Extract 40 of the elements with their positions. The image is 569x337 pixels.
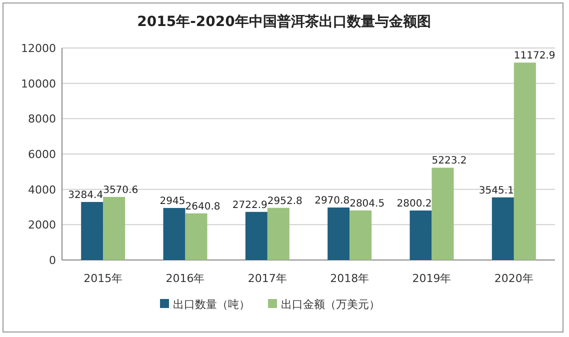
data-label: 2804.5 [350,198,385,210]
data-label: 2800.2 [396,198,432,210]
data-label: 2970.8 [314,196,350,207]
bar [350,210,372,260]
bar [514,62,536,260]
y-tick-label: 4000 [28,183,56,196]
y-tick-label: 2000 [28,218,56,232]
data-label: 3545.1 [478,185,514,196]
x-tick-label: 2020年 [494,272,534,285]
y-tick-label: 10000 [21,77,56,90]
bar [432,168,454,260]
y-tick-label: 6000 [28,148,56,161]
x-tick-label: 2017年 [248,272,287,285]
bar [245,212,268,260]
bar [185,213,208,260]
chart-title: 2015年-2020年中国普洱茶出口数量与金额图 [137,13,431,30]
data-label: 2952.8 [267,196,302,207]
bar [410,210,432,260]
bar [492,197,514,260]
data-label: 5223.2 [432,156,467,167]
bar [163,208,186,260]
y-tick-label: 8000 [28,112,56,126]
bar [267,208,290,260]
x-tick-label: 2019年 [412,272,452,285]
legend-label: 出口金额（万美元） [281,298,380,311]
y-tick-label: 12000 [21,42,56,55]
x-tick-label: 2016年 [166,272,205,285]
bar [81,202,104,260]
x-tick-label: 2015年 [84,272,123,285]
data-label: 2640.8 [185,201,220,212]
legend-label: 出口数量（吨） [173,298,250,311]
data-label: 2722.9 [232,200,268,211]
bar [103,196,126,260]
data-label: 3284.4 [68,190,104,201]
bar [328,208,350,260]
y-tick-label: 0 [49,254,56,267]
data-label: 3570.6 [103,184,138,196]
data-label: 11172.9 [514,50,556,62]
x-tick-label: 2018年 [330,272,370,285]
data-label: 2945 [160,196,186,207]
